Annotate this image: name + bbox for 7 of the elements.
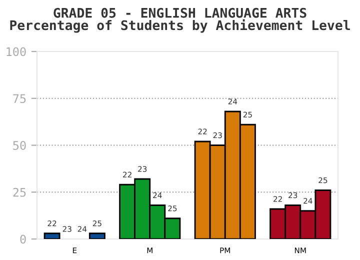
y-tick-label: 25 [13, 188, 26, 197]
chart-subtitle: Percentage of Students by Achievement Level [10, 19, 350, 33]
y-tick-label: 0 [20, 234, 26, 244]
y-tick-label: 50 [13, 141, 26, 150]
chart-title: GRADE 05 - ENGLISH LANGUAGE ARTS [54, 8, 306, 18]
y-tick-label: 75 [13, 94, 26, 104]
y-tick-label: 100 [6, 47, 26, 56]
